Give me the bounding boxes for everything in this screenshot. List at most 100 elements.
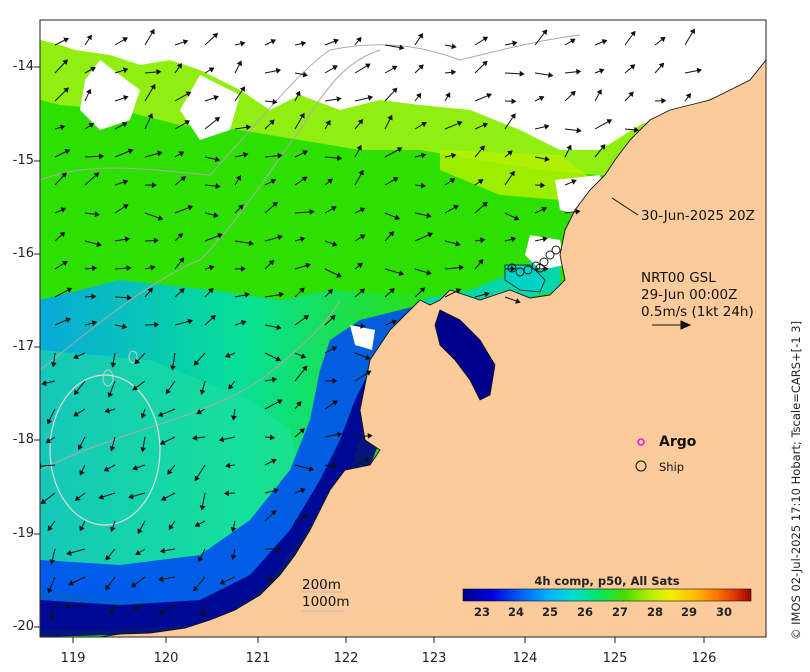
current-vector-head: [105, 584, 111, 591]
current-vector-head: [455, 240, 461, 247]
current-vector-head: [268, 576, 274, 582]
current-vector-head: [236, 60, 242, 67]
current-vector-head: [450, 69, 457, 76]
current-vector-head: [332, 65, 338, 71]
current-vector-head: [685, 93, 692, 99]
current-vector-head: [391, 65, 398, 71]
colorbar-tick: 30: [715, 605, 732, 619]
current-vector-head: [357, 262, 363, 269]
current-vector-head: [104, 407, 111, 414]
current-vector-head: [65, 603, 71, 610]
current-vector-head: [276, 324, 282, 331]
current-vectors: [40, 28, 703, 621]
current-vector-head: [73, 411, 79, 417]
current-vector-head: [325, 119, 331, 126]
current-vector-head: [300, 353, 307, 359]
current-vector-head: [629, 64, 636, 70]
current-vector-head: [60, 207, 67, 213]
plot-frame: [39, 19, 767, 638]
current-vector-head: [301, 176, 308, 182]
current-vector-head: [271, 376, 278, 383]
current-vector-head: [477, 179, 484, 185]
current-vector-head: [569, 38, 576, 44]
current-vector-head: [480, 237, 486, 244]
current-vector-head: [230, 554, 237, 560]
current-vector-head: [367, 95, 374, 101]
current-vector-head: [132, 604, 139, 611]
current-vector-head: [299, 287, 305, 294]
current-vector-head: [61, 172, 67, 178]
current-vector-head: [128, 493, 134, 500]
current-vector-head: [66, 550, 72, 556]
current-vector-head: [40, 498, 47, 505]
isobath-1000b: [40, 299, 341, 471]
current-vector-head: [482, 201, 488, 208]
current-vector-head: [394, 214, 400, 221]
current-vector-head: [96, 241, 102, 248]
current-vector-head: [510, 265, 516, 272]
current-vector-head: [124, 236, 131, 243]
current-vector-head: [388, 231, 395, 237]
x-tick-label: 121: [245, 651, 271, 666]
current-vector-head: [309, 208, 315, 215]
current-vector-head: [332, 400, 339, 406]
seamount-contour: [49, 374, 161, 526]
current-vector-head: [46, 418, 53, 425]
current-vector-head: [273, 487, 279, 494]
current-vector-head: [50, 362, 57, 368]
current-vector-head: [184, 120, 191, 126]
current-vector-head: [658, 62, 665, 69]
current-vector-head: [415, 92, 422, 99]
argo-marker: [637, 438, 645, 446]
colorbar-tick: 29: [680, 605, 697, 619]
land-mass: [99, 59, 766, 637]
current-vector-head: [86, 34, 92, 41]
current-vector-head: [132, 385, 138, 391]
isobath-1000-label: 1000m: [302, 594, 350, 610]
current-vector-head: [178, 151, 185, 157]
current-vector-head: [364, 63, 371, 69]
current-vector-head: [199, 389, 206, 395]
current-vector-head: [566, 144, 572, 151]
ship-marker: [635, 460, 647, 472]
current-vector-head: [187, 318, 194, 325]
current-vector-head: [427, 232, 434, 238]
current-vector-head: [601, 39, 608, 45]
colorbar-tick: 25: [541, 605, 558, 619]
current-vector-head: [210, 314, 216, 321]
current-vector-head: [179, 288, 185, 294]
x-tick-label: 119: [60, 651, 86, 666]
current-vector-head: [127, 148, 134, 155]
current-vector-head: [213, 95, 219, 101]
current-vector-head: [570, 90, 576, 97]
current-vector-head: [364, 457, 371, 463]
current-vector-head: [94, 211, 100, 218]
current-vector-head: [420, 152, 427, 159]
current-vector-head: [519, 70, 525, 77]
current-vector-head: [62, 59, 68, 65]
current-vector-head: [64, 149, 71, 155]
current-vector-head: [571, 179, 577, 185]
argo-legend-label: Argo: [659, 434, 697, 450]
current-vector-head: [331, 463, 337, 470]
current-vector-head: [199, 505, 206, 511]
cloud-patch-2: [180, 75, 240, 140]
current-vector-head: [239, 86, 246, 92]
current-vector-head: [98, 494, 104, 500]
current-vector-head: [392, 177, 399, 183]
current-vector-head: [63, 37, 69, 43]
current-vector-head: [235, 175, 241, 181]
current-vector-head: [151, 182, 157, 189]
current-vector-head: [122, 37, 128, 43]
current-vector-head: [238, 204, 244, 211]
cloud-patch: [80, 60, 140, 130]
current-vector-head: [73, 353, 79, 360]
current-vector-head: [515, 298, 521, 304]
current-vector-head: [417, 32, 424, 39]
axis-ticks: [34, 66, 705, 643]
current-vector-head: [59, 124, 66, 131]
current-vector-head: [150, 264, 156, 271]
current-vector-head: [122, 179, 129, 185]
current-vector-head: [196, 408, 202, 415]
